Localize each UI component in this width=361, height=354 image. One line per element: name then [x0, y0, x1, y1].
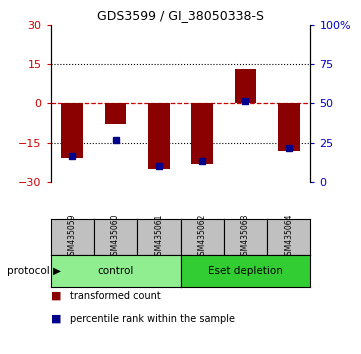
Text: Eset depletion: Eset depletion — [208, 266, 283, 276]
Text: protocol ▶: protocol ▶ — [7, 266, 61, 276]
Text: transformed count: transformed count — [70, 291, 161, 301]
Text: ■: ■ — [51, 314, 61, 324]
Text: GSM435060: GSM435060 — [111, 214, 120, 261]
Text: GSM435062: GSM435062 — [198, 214, 206, 261]
Title: GDS3599 / GI_38050338-S: GDS3599 / GI_38050338-S — [97, 9, 264, 22]
Text: ■: ■ — [51, 291, 61, 301]
Text: GSM435059: GSM435059 — [68, 214, 77, 261]
Text: GSM435063: GSM435063 — [241, 214, 250, 261]
Text: percentile rank within the sample: percentile rank within the sample — [70, 314, 235, 324]
Bar — [61, 103, 83, 159]
Text: control: control — [97, 266, 134, 276]
Bar — [278, 103, 300, 150]
Bar — [191, 103, 213, 164]
Bar — [105, 103, 126, 124]
Text: GSM435064: GSM435064 — [284, 214, 293, 261]
Bar — [235, 69, 256, 103]
Bar — [148, 103, 170, 169]
Text: GSM435061: GSM435061 — [155, 214, 163, 261]
